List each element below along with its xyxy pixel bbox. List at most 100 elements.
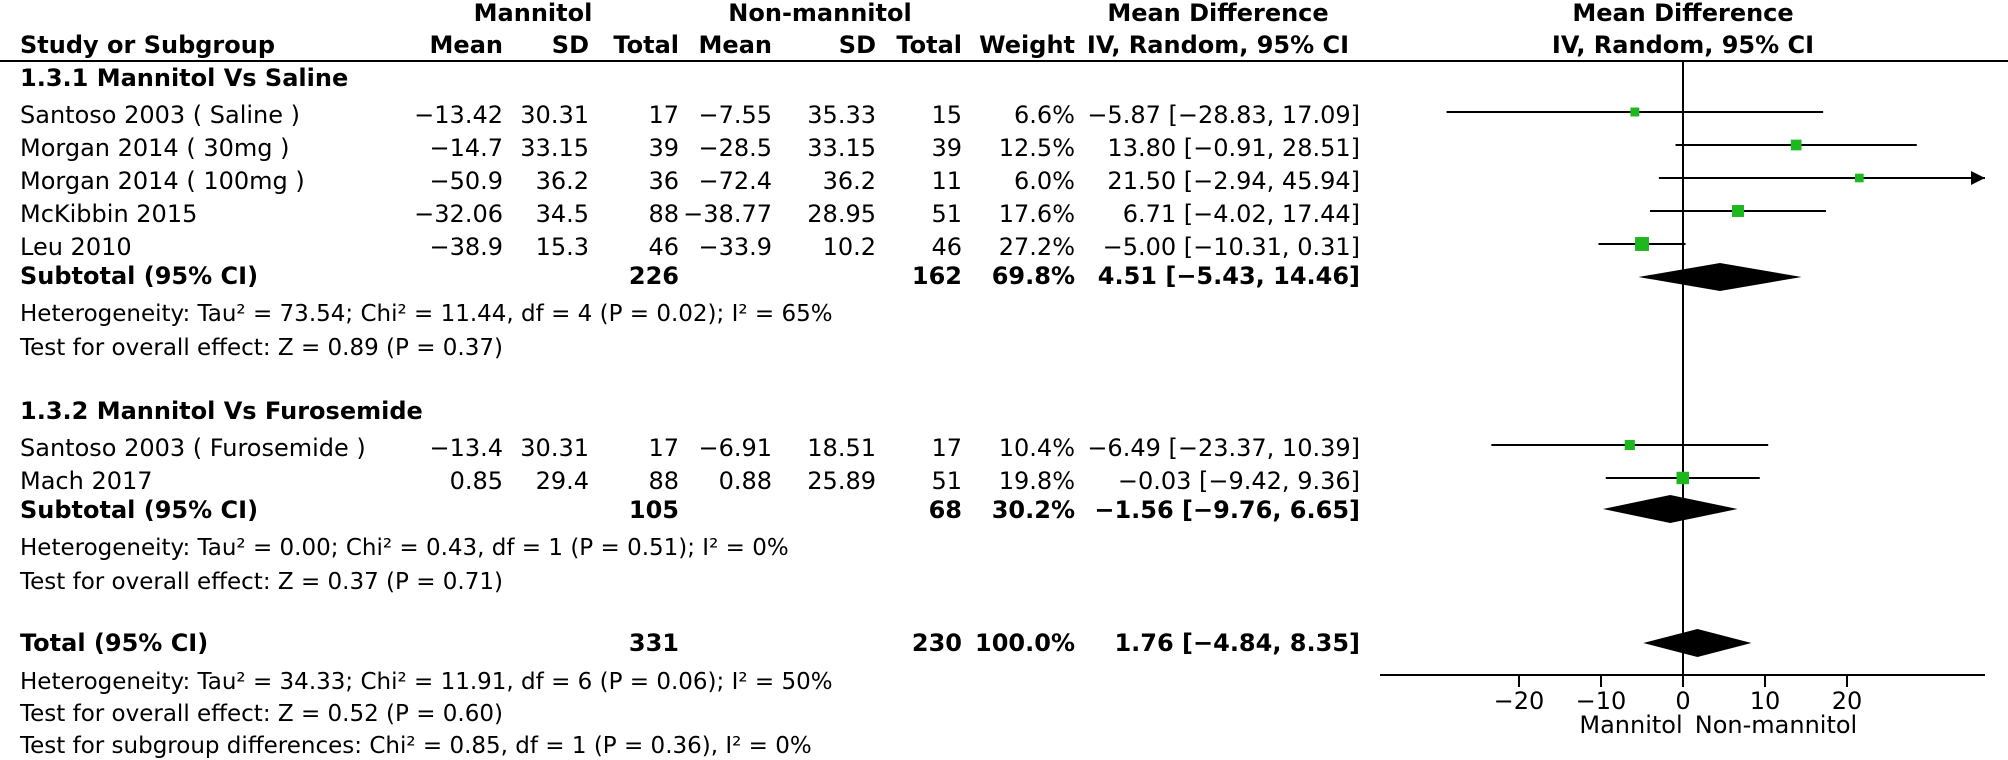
header-plot-method: IV, Random, 95% CI bbox=[1552, 31, 1814, 59]
mean2-cell: 0.88 bbox=[719, 467, 772, 495]
heterogeneity-text: Heterogeneity: Tau² = 0.00; Chi² = 0.43,… bbox=[20, 535, 789, 561]
axis-tick-label: 10 bbox=[1750, 687, 1781, 715]
subtotal-total2: 68 bbox=[929, 496, 962, 524]
table-row: Morgan 2014 ( 30mg ) −14.7 33.15 39 −28.… bbox=[20, 134, 1360, 162]
study-name: Leu 2010 bbox=[20, 233, 132, 261]
axis-tick-label: 20 bbox=[1832, 687, 1863, 715]
sd2-cell: 28.95 bbox=[807, 200, 876, 228]
table-row: Santoso 2003 ( Furosemide ) −13.4 30.31 … bbox=[20, 434, 1360, 462]
mean1-cell: −13.4 bbox=[429, 434, 503, 462]
forest-plot-area: Mannitol Non-mannitol −20 −10 0 10 20 bbox=[1380, 62, 1985, 739]
sd1-cell: 30.31 bbox=[520, 101, 589, 129]
header-total2: Total bbox=[896, 31, 962, 59]
study-name: Mach 2017 bbox=[20, 467, 153, 495]
mean2-cell: −38.77 bbox=[683, 200, 772, 228]
sd2-cell: 10.2 bbox=[823, 233, 876, 261]
subtotal-ci: 4.51 [−5.43, 14.46] bbox=[1098, 262, 1360, 290]
ci-cell: −5.87 [−28.83, 17.09] bbox=[1087, 101, 1360, 129]
total1-cell: 39 bbox=[648, 134, 679, 162]
subtotal-total1: 105 bbox=[629, 496, 679, 524]
axis-tick-label: −20 bbox=[1494, 687, 1545, 715]
axis-tick-label: −10 bbox=[1576, 687, 1627, 715]
overall-effect-text: Test for overall effect: Z = 0.37 (P = 0… bbox=[19, 569, 503, 595]
study-name: Santoso 2003 ( Saline ) bbox=[20, 101, 300, 129]
pooled-diamond bbox=[1643, 629, 1752, 657]
weight-cell: 10.4% bbox=[999, 434, 1075, 462]
sd1-cell: 36.2 bbox=[536, 167, 589, 195]
sd1-cell: 29.4 bbox=[536, 467, 589, 495]
study-square bbox=[1624, 439, 1635, 451]
subtotal-ci: −1.56 [−9.76, 6.65] bbox=[1094, 496, 1360, 524]
header-ci-method: IV, Random, 95% CI bbox=[1087, 31, 1349, 59]
total-total2: 230 bbox=[912, 629, 962, 657]
study-name: Morgan 2014 ( 100mg ) bbox=[20, 167, 305, 195]
overall-effect-text: Test for overall effect: Z = 0.89 (P = 0… bbox=[19, 335, 503, 361]
total2-cell: 11 bbox=[931, 167, 962, 195]
total-weight: 100.0% bbox=[975, 629, 1075, 657]
ci-cell: −5.00 [−10.31, 0.31] bbox=[1103, 233, 1360, 261]
header-mannitol: Mannitol bbox=[474, 0, 593, 27]
total2-cell: 17 bbox=[931, 434, 962, 462]
total1-cell: 17 bbox=[648, 101, 679, 129]
study-square bbox=[1790, 139, 1802, 151]
mean2-cell: −72.4 bbox=[698, 167, 772, 195]
subgroup-title-2: 1.3.2 Mannitol Vs Furosemide bbox=[20, 397, 423, 425]
sd1-cell: 15.3 bbox=[536, 233, 589, 261]
sd2-cell: 33.15 bbox=[807, 134, 876, 162]
ci-cell: −0.03 [−9.42, 9.36] bbox=[1118, 467, 1360, 495]
sd1-cell: 33.15 bbox=[520, 134, 589, 162]
mean2-cell: −28.5 bbox=[698, 134, 772, 162]
mean2-cell: −33.9 bbox=[698, 233, 772, 261]
header-plot-mean-difference: Mean Difference bbox=[1572, 0, 1793, 27]
total1-cell: 88 bbox=[648, 200, 679, 228]
pooled-diamond bbox=[1638, 263, 1802, 291]
header-sd1: SD bbox=[552, 31, 589, 59]
total2-cell: 51 bbox=[931, 467, 962, 495]
total1-cell: 17 bbox=[648, 434, 679, 462]
subtotal-label: Subtotal (95% CI) bbox=[20, 496, 258, 524]
sd2-cell: 36.2 bbox=[823, 167, 876, 195]
weight-cell: 6.0% bbox=[1014, 167, 1075, 195]
total-label: Total (95% CI) bbox=[20, 629, 208, 657]
header-sd2: SD bbox=[839, 31, 876, 59]
total1-cell: 46 bbox=[648, 233, 679, 261]
mean1-cell: −14.7 bbox=[429, 134, 503, 162]
study-name: McKibbin 2015 bbox=[20, 200, 197, 228]
subtotal-total2: 162 bbox=[912, 262, 962, 290]
subgroup-title-1: 1.3.1 Mannitol Vs Saline bbox=[20, 64, 348, 92]
subtotal-row: Subtotal (95% CI) 226 162 69.8% 4.51 [−5… bbox=[20, 262, 1360, 290]
study-square bbox=[1676, 471, 1689, 485]
mean2-cell: −7.55 bbox=[698, 101, 772, 129]
heterogeneity-text: Heterogeneity: Tau² = 73.54; Chi² = 11.4… bbox=[20, 301, 833, 327]
total2-cell: 46 bbox=[931, 233, 962, 261]
study-name: Santoso 2003 ( Furosemide ) bbox=[20, 434, 366, 462]
ci-cell: −6.49 [−23.37, 10.39] bbox=[1087, 434, 1360, 462]
weight-cell: 12.5% bbox=[999, 134, 1075, 162]
mean1-cell: −38.9 bbox=[429, 233, 503, 261]
header-mean1: Mean bbox=[430, 31, 503, 59]
axis-label-non-mannitol: Non-mannitol bbox=[1695, 711, 1857, 739]
total-total1: 331 bbox=[629, 629, 679, 657]
sd2-cell: 35.33 bbox=[807, 101, 876, 129]
sd2-cell: 25.89 bbox=[807, 467, 876, 495]
header-non-mannitol: Non-mannitol bbox=[728, 0, 911, 27]
weight-cell: 6.6% bbox=[1014, 101, 1075, 129]
header-mean2: Mean bbox=[699, 31, 772, 59]
total2-cell: 51 bbox=[931, 200, 962, 228]
pooled-diamond bbox=[1602, 495, 1738, 523]
table-row: Morgan 2014 ( 100mg ) −50.9 36.2 36 −72.… bbox=[20, 167, 1360, 195]
weight-cell: 19.8% bbox=[999, 467, 1075, 495]
header-weight: Weight bbox=[979, 31, 1075, 59]
study-square bbox=[1854, 173, 1864, 183]
total1-cell: 36 bbox=[648, 167, 679, 195]
subtotal-label: Subtotal (95% CI) bbox=[20, 262, 258, 290]
header-mean-difference: Mean Difference bbox=[1107, 0, 1328, 27]
subtotal-weight: 30.2% bbox=[992, 496, 1075, 524]
table-row: Mach 2017 0.85 29.4 88 0.88 25.89 51 19.… bbox=[20, 467, 1360, 495]
ci-arrow bbox=[1971, 171, 1985, 185]
header-total1: Total bbox=[613, 31, 679, 59]
table-row: McKibbin 2015 −32.06 34.5 88 −38.77 28.9… bbox=[20, 200, 1360, 228]
header-study: Study or Subgroup bbox=[20, 31, 275, 59]
ci-cell: 6.71 [−4.02, 17.44] bbox=[1123, 200, 1360, 228]
